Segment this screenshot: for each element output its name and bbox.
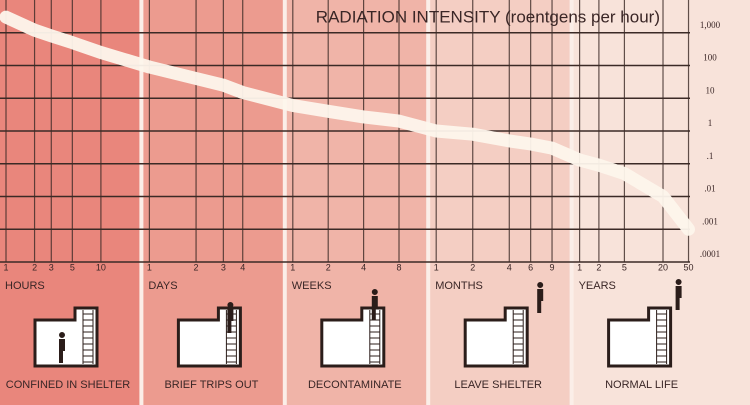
unit-label: HOURS [5, 280, 45, 292]
y-tick-label: .0001 [700, 249, 720, 259]
shelter-outline [33, 306, 99, 368]
y-tick-label: .1 [707, 151, 714, 161]
x-tick-label: 1 [3, 262, 8, 272]
x-tick-label: 3 [221, 262, 226, 272]
y-tick-label: .01 [704, 184, 715, 194]
curve-layer [0, 10, 695, 236]
y-tick-label: 100 [703, 53, 717, 63]
x-tick-label: 1 [147, 262, 152, 272]
x-tick-label: 2 [596, 262, 601, 272]
chart-title: RADIATION INTENSITY (roentgens per hour) [316, 7, 660, 26]
x-tick-label: 4 [240, 262, 245, 272]
shelter-icon [607, 279, 682, 368]
person [227, 302, 234, 333]
unit-label: WEEKS [292, 280, 332, 292]
x-tick-label: 2 [470, 262, 475, 272]
x-tick-label: 2 [194, 262, 199, 272]
caption: DECONTAMINATE [308, 379, 402, 391]
person [59, 332, 65, 363]
caption: NORMAL LIFE [605, 379, 678, 391]
person [537, 282, 544, 313]
y-tick-label: 1,000 [700, 20, 721, 30]
shelter-icon [463, 282, 544, 368]
unit-label: MONTHS [435, 280, 483, 292]
shelter-icon [176, 302, 242, 368]
shelter-outline [463, 306, 529, 368]
x-tick-label: 8 [396, 262, 401, 272]
x-tick-label: 5 [622, 262, 627, 272]
y-tick-label: 1 [708, 118, 713, 128]
ladder [656, 310, 668, 364]
unit-label: DAYS [148, 280, 177, 292]
unit-label: YEARS [579, 280, 616, 292]
x-tick-label: 5 [70, 262, 75, 272]
decay-curve [0, 10, 695, 236]
x-tick-label: 3 [49, 262, 54, 272]
shelter-icon [320, 289, 386, 368]
x-tick-label: 1 [290, 262, 295, 272]
shelter-outline [607, 306, 673, 368]
x-tick-label: 4 [507, 262, 512, 272]
y-tick-label: .001 [702, 216, 718, 226]
caption: CONFINED IN SHELTER [6, 379, 131, 391]
person [675, 279, 682, 310]
x-tick-label: 2 [32, 262, 37, 272]
person [371, 289, 378, 320]
x-tick-label: 10 [96, 262, 106, 272]
x-tick-label: 1 [577, 262, 582, 272]
x-tick-label: 6 [528, 262, 533, 272]
x-tick-label: 1 [434, 262, 439, 272]
shelter-outline [176, 306, 242, 368]
x-tick-label: 20 [658, 262, 668, 272]
labels: 1,000 100 10 1 .1 .01 .001 .0001 1 2 3 5 10 HOURS CONF… [3, 20, 720, 391]
shelter-outline [320, 306, 386, 368]
x-tick-label: 50 [684, 262, 694, 272]
x-tick-label: 9 [550, 262, 555, 272]
x-tick-label: 4 [361, 262, 366, 272]
caption: LEAVE SHELTER [454, 379, 542, 391]
y-tick-label: 10 [706, 85, 716, 95]
ladder [512, 310, 524, 364]
ladder [82, 310, 94, 364]
caption: BRIEF TRIPS OUT [164, 379, 258, 391]
shelter-icon [33, 306, 99, 368]
x-tick-label: 2 [326, 262, 331, 272]
